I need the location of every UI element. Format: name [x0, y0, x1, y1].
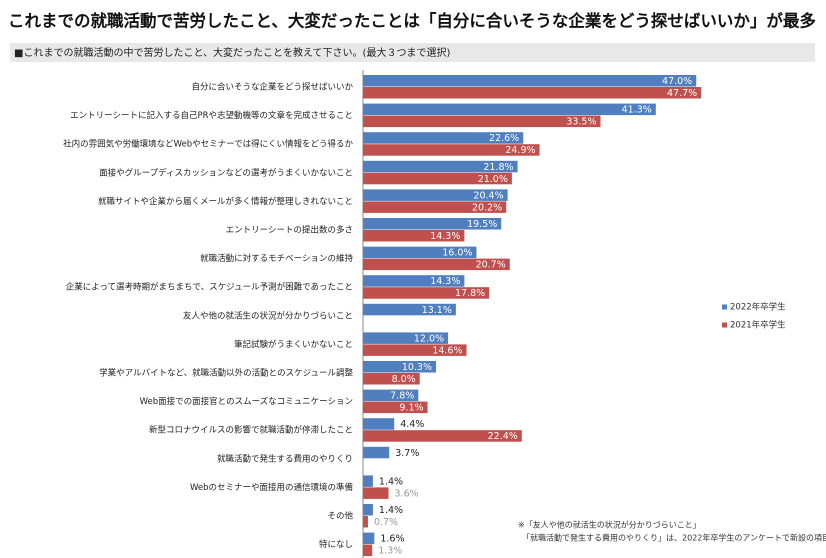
value-label: 20.7%	[476, 260, 506, 271]
category-label: 就職活動で発生する費用のやりくり	[217, 453, 353, 464]
category-label: 新型コロナウイルスの影響で就職活動が停滞したこと	[149, 425, 353, 436]
bar	[363, 401, 428, 414]
bar	[363, 144, 540, 156]
bar	[363, 246, 477, 259]
bar	[363, 332, 449, 344]
bar	[363, 389, 419, 402]
category-label: 就職活動に対するモチベーションの維持	[200, 253, 353, 264]
value-label: 17.8%	[455, 288, 485, 299]
category-label: 特になし	[319, 539, 353, 550]
legend-label: 2022年卒学生	[730, 302, 786, 313]
bar	[363, 303, 456, 316]
bar	[363, 218, 502, 230]
category-label: Webのセミナーや面接用の通信環境の準備	[190, 482, 354, 493]
bar	[363, 516, 368, 528]
value-label: 20.2%	[472, 202, 502, 213]
value-label: 1.4%	[379, 476, 403, 487]
bar	[363, 475, 373, 487]
value-label: 1.3%	[378, 546, 402, 557]
bar	[363, 430, 522, 442]
category-label: Web面接での面接官とのスムーズなコミュニケーション	[140, 396, 353, 407]
category-label: エントリーシートに記入する自己PRや志望動機等の文章を完成させること	[70, 110, 353, 121]
bar	[363, 544, 373, 557]
value-label: 22.6%	[489, 133, 519, 144]
bar	[363, 487, 389, 499]
legend-swatch	[722, 304, 727, 310]
value-label: 22.4%	[488, 431, 518, 442]
subtitle-box	[10, 43, 815, 62]
bar	[363, 172, 512, 185]
category-label: 学業やアルバイトなど、就職活動以外の活動とのスケジュール調整	[99, 368, 353, 379]
value-label: 14.6%	[432, 345, 462, 356]
value-label: 21.0%	[478, 174, 508, 185]
bar	[363, 87, 702, 99]
value-label: 14.3%	[430, 231, 460, 242]
bar	[363, 75, 697, 87]
category-label: 就職サイトや企業から届くメールが多く情報が整理しきれないこと	[98, 196, 353, 207]
value-label: 12.0%	[414, 333, 444, 344]
value-label: 4.4%	[400, 419, 424, 430]
value-label: 14.3%	[430, 276, 460, 287]
category-label: 社内の雰囲気や労働環境などWebやセミナーでは得にくい情報をどう得るか	[63, 139, 353, 150]
bar	[363, 132, 524, 144]
category-label: 面接やグループディスカッションなどの選考がうまくいかないこと	[99, 167, 353, 178]
value-label: 0.7%	[374, 517, 398, 528]
chart-title: これまでの就職活動で苦労したこと、大変だったことは「自分に合いそうな企業をどう探…	[8, 11, 816, 31]
note: ※「友人や他の就活生の状況が分かりづらいこと」	[518, 520, 701, 530]
value-label: 3.7%	[395, 448, 419, 459]
value-label: 47.7%	[667, 88, 697, 99]
category-label: 友人や他の就活生の状況が分かりづらいこと	[183, 310, 353, 321]
bar	[363, 418, 395, 430]
bar	[363, 446, 390, 459]
subtitle: ■これまでの就職活動の中で苦労したこと、大変だったことを教えて下さい。(最大３つ…	[14, 46, 450, 59]
value-label: 24.9%	[505, 145, 535, 156]
value-label: 8.0%	[392, 374, 416, 385]
bar	[363, 532, 375, 545]
value-label: 33.5%	[566, 117, 596, 128]
category-label: 自分に合いそうな企業をどう探せばいいか	[191, 82, 353, 93]
value-label: 13.1%	[422, 305, 452, 316]
bar	[363, 361, 437, 373]
value-label: 47.0%	[662, 76, 692, 87]
value-label: 9.1%	[399, 403, 423, 414]
bar	[363, 373, 420, 385]
bar	[363, 160, 518, 173]
value-label: 19.5%	[467, 219, 497, 230]
bar	[363, 504, 373, 516]
value-label: 1.4%	[379, 505, 403, 516]
note: 「就職活動で発生する費用のやりくり」は、2022年卒学生のアンケートで新設の項目	[522, 533, 826, 543]
category-label: 企業によって選考時期がまちまちで、スケジュール予測が困難であったこと	[66, 282, 353, 293]
value-label: 10.3%	[402, 362, 432, 373]
category-label: その他	[327, 511, 353, 522]
value-label: 16.0%	[442, 248, 472, 259]
value-label: 21.8%	[483, 162, 513, 173]
value-label: 3.6%	[395, 488, 419, 499]
bar	[363, 189, 508, 201]
category-label: エントリーシートの提出数の多さ	[226, 225, 353, 236]
bar	[363, 344, 467, 356]
category-label: 筆記試験がうまくいかないこと	[234, 339, 353, 350]
value-label: 41.3%	[622, 105, 652, 116]
bar	[363, 115, 601, 128]
value-label: 7.8%	[390, 391, 414, 402]
bar	[363, 201, 507, 213]
value-label: 20.4%	[473, 190, 503, 201]
bar	[363, 103, 656, 116]
legend-label: 2021年卒学生	[730, 320, 786, 331]
value-label: 1.6%	[380, 534, 404, 545]
bar	[363, 258, 510, 271]
bar	[363, 230, 465, 242]
bar	[363, 287, 490, 299]
legend-swatch	[722, 322, 727, 328]
bar	[363, 275, 465, 287]
